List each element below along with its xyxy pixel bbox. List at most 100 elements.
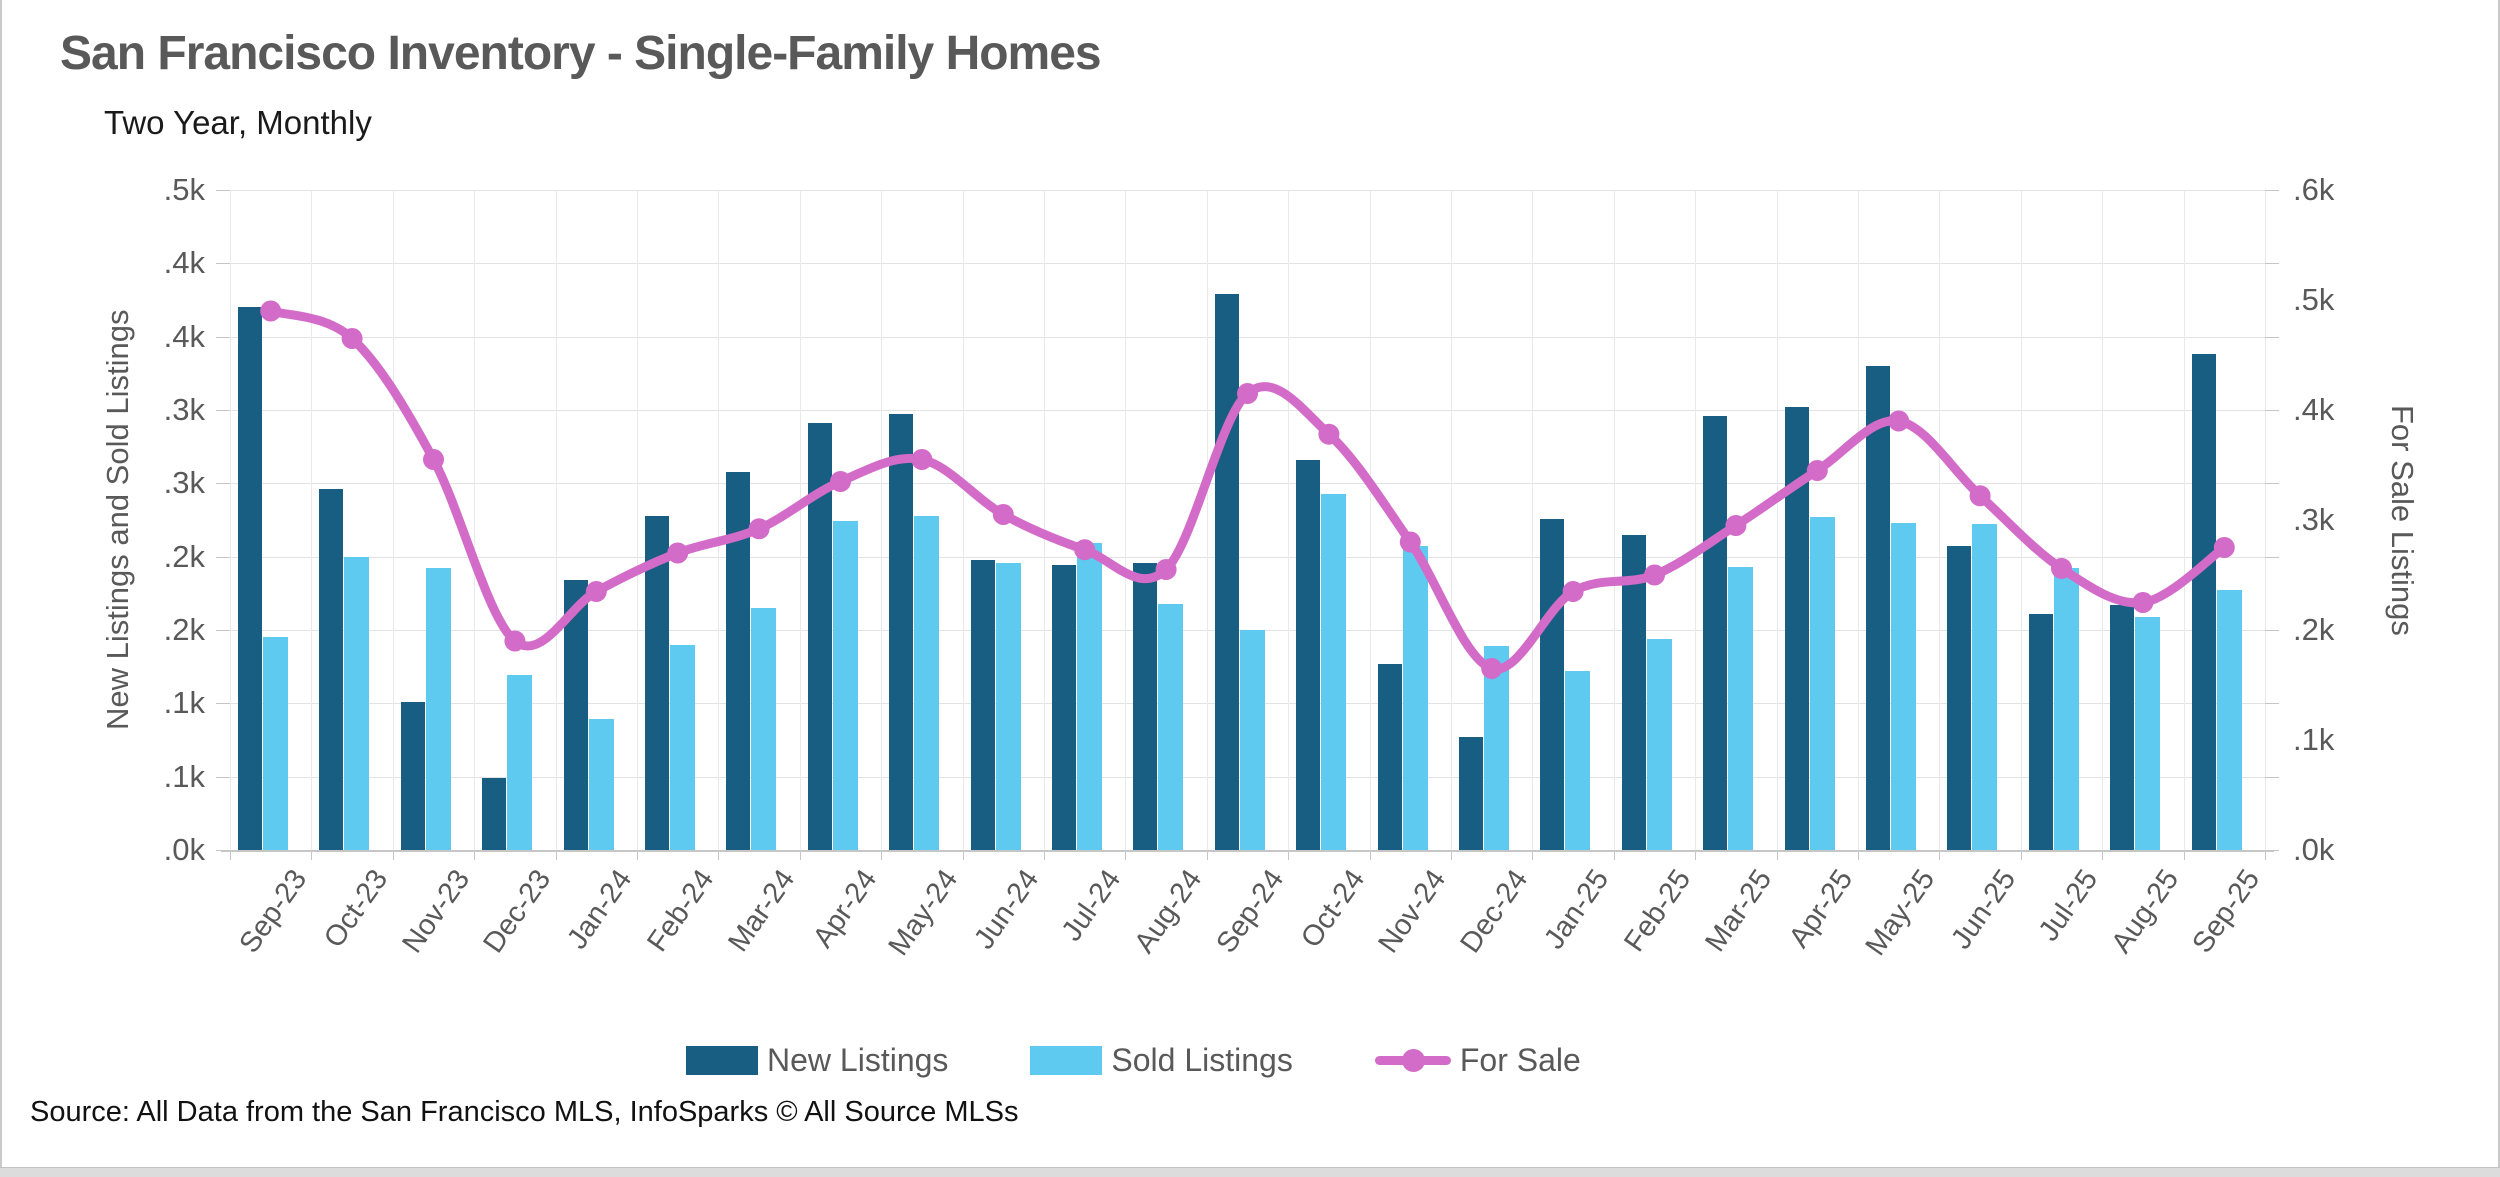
- x-axis-tick: [2183, 850, 2185, 860]
- vertical-gridline: [799, 190, 801, 850]
- legend-label: New Listings: [767, 1041, 949, 1078]
- y-axis-tick: [216, 190, 230, 191]
- sold-listings-bar: [1158, 603, 1184, 850]
- source-note: Source: All Data from the San Francisco …: [30, 1096, 1019, 1128]
- for-sale-line: [266, 306, 2229, 674]
- legend: New Listings Sold Listings For Sale: [686, 1040, 1581, 1080]
- y-axis-tick-label: .1k: [163, 685, 205, 721]
- new-listings-bar: [1866, 366, 1890, 850]
- y-axis-tick: [216, 776, 230, 778]
- new-listings-bar: [1621, 534, 1646, 850]
- new-listings-bar: [2028, 613, 2053, 850]
- bottom-scrollbar-track: [0, 1167, 2500, 1177]
- for-sale-marker: [748, 518, 770, 540]
- right-axis-tick-label: .1k: [2293, 722, 2335, 757]
- new-listings-bar: [1703, 415, 1728, 850]
- y-axis-tick-label: .3k: [163, 392, 205, 427]
- x-axis-tick: [2265, 850, 2266, 860]
- new-listings-bar: [238, 307, 262, 850]
- legend-line-icon: [1374, 1046, 1451, 1075]
- vertical-gridline: [2020, 190, 2022, 850]
- new-listings-bar: [2191, 354, 2216, 850]
- for-sale-marker: [2213, 537, 2235, 558]
- x-axis-tick: [1695, 850, 1697, 860]
- new-listings-bar: [889, 414, 914, 850]
- vertical-gridline: [1288, 190, 1290, 850]
- for-sale-marker: [1969, 485, 1991, 507]
- sold-listings-bar: [1809, 517, 1835, 850]
- for-sale-marker: [504, 630, 526, 652]
- for-sale-marker: [1237, 383, 1258, 404]
- for-sale-line-layer: [260, 300, 2235, 679]
- x-axis-tick: [474, 850, 476, 860]
- new-listings-bar: [1540, 518, 1565, 850]
- x-axis-tick: [637, 850, 638, 860]
- for-sale-marker: [1888, 410, 1910, 432]
- new-listings-bar: [482, 778, 507, 850]
- x-axis-tick: [1613, 850, 1615, 860]
- sold-listings-bar: [1728, 566, 1754, 850]
- vertical-gridline: [2102, 190, 2104, 850]
- sold-listings-bar: [1484, 646, 1509, 850]
- vertical-gridline: [392, 190, 394, 850]
- x-axis-tick: [881, 850, 883, 860]
- for-sale-marker: [2051, 557, 2072, 579]
- horizontal-gridline: [230, 410, 2265, 411]
- vertical-gridline: [962, 190, 964, 850]
- vertical-gridline: [1613, 190, 1615, 850]
- sold-listings-bar: [1077, 543, 1102, 850]
- window-right-border: [2498, 0, 2500, 1168]
- new-listings-bar: [1133, 562, 1158, 850]
- for-sale-marker: [1562, 581, 1584, 602]
- sold-listings-bar: [1321, 493, 1347, 850]
- new-listings-bar: [563, 580, 588, 850]
- vertical-gridline: [1695, 190, 1697, 850]
- vertical-gridline: [1125, 190, 1127, 850]
- y-axis-tick-label: .4k: [163, 245, 205, 281]
- legend-label: Sold Listings: [1111, 1041, 1293, 1078]
- y-axis-tick-right: [2265, 556, 2279, 558]
- y-axis-tick: [216, 410, 230, 411]
- y-axis-tick-label: .3k: [163, 465, 205, 501]
- left-axis-title: New Listings and Sold Listings: [100, 309, 135, 731]
- vertical-gridline: [637, 190, 638, 850]
- sold-listings-bar: [1646, 638, 1672, 850]
- sold-listings-bar: [344, 556, 370, 850]
- y-axis-tick-label: .5k: [163, 172, 205, 207]
- vertical-gridline: [1369, 190, 1371, 850]
- y-axis-tick-right: [2265, 703, 2279, 705]
- sold-listings-bar: [507, 675, 533, 850]
- y-axis-tick-right: [2265, 410, 2279, 411]
- for-sale-marker: [1318, 423, 1340, 445]
- legend-item-sold-listings[interactable]: Sold Listings: [1030, 1041, 1293, 1079]
- x-axis-tick: [718, 850, 720, 860]
- new-listings-bar: [970, 559, 995, 850]
- horizontal-gridline: [230, 483, 2265, 485]
- legend-item-for-sale[interactable]: For Sale: [1374, 1042, 1581, 1079]
- for-sale-marker: [1155, 559, 1177, 580]
- vertical-gridline: [1858, 190, 1859, 850]
- y-axis-tick-right: [2265, 630, 2279, 631]
- y-axis-tick-right: [2265, 336, 2279, 338]
- for-sale-marker: [911, 449, 933, 470]
- legend-item-new-listings[interactable]: New Listings: [686, 1042, 948, 1079]
- vertical-gridline: [2265, 190, 2266, 850]
- x-axis-tick: [1939, 850, 1941, 860]
- new-listings-bar: [1947, 546, 1972, 850]
- x-axis-tick: [2102, 850, 2104, 860]
- vertical-gridline: [230, 190, 231, 850]
- y-axis-tick-right: [2265, 776, 2279, 778]
- horizontal-gridline: [230, 556, 2265, 558]
- y-axis-tick: [216, 703, 230, 705]
- x-axis-tick: [2020, 850, 2022, 860]
- vertical-gridline: [881, 190, 883, 850]
- x-axis-tick: [1288, 850, 1290, 860]
- for-sale-marker: [1481, 658, 1503, 679]
- new-listings-bar: [1377, 663, 1402, 850]
- for-sale-marker: [992, 504, 1014, 525]
- new-listings-bar: [645, 515, 669, 850]
- new-listings-bar: [2110, 605, 2135, 850]
- y-axis-tick-label: .0k: [163, 832, 205, 867]
- y-axis-tick-label: .2k: [163, 538, 205, 574]
- x-axis-line: [221, 850, 2274, 852]
